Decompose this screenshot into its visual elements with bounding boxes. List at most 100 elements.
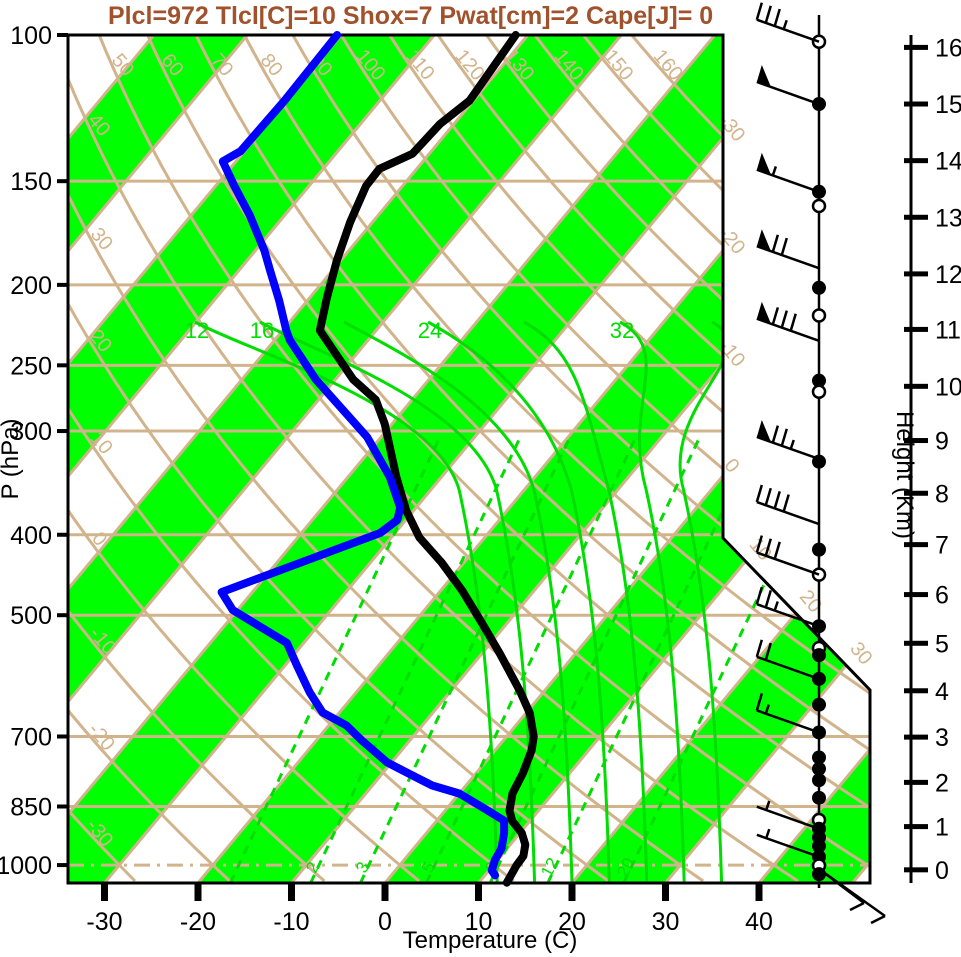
height-tick-label: 5 xyxy=(935,630,949,658)
height-tick xyxy=(904,214,928,220)
pressure-tick-label: 300 xyxy=(10,418,52,446)
isotherm xyxy=(68,35,342,883)
moist-adiabat xyxy=(619,320,686,883)
temperature-tick xyxy=(288,883,295,901)
pressure-tick xyxy=(57,179,68,184)
wind-dot-filled xyxy=(812,839,826,854)
dry-adiabat xyxy=(291,35,870,883)
pressure-tick xyxy=(57,613,68,618)
temperature-tick xyxy=(194,883,202,901)
temperature-tick-label: -10 xyxy=(273,908,309,936)
temperature-tick-label: 40 xyxy=(745,908,773,936)
temperature-tick-label: -20 xyxy=(180,908,216,936)
isotherm-edge-label: 30 xyxy=(845,638,876,669)
wind-barb-shaft xyxy=(756,18,820,43)
temperature-tick xyxy=(475,883,482,901)
wind-flag xyxy=(756,64,771,87)
wind-half-barb xyxy=(782,19,788,30)
wind-full-barb xyxy=(789,313,797,332)
dry-adiabat xyxy=(194,35,870,883)
isotherm xyxy=(664,35,870,883)
wind-half-barb xyxy=(773,601,779,611)
moist-adiabat-label: 24 xyxy=(418,318,442,343)
height-tick xyxy=(904,592,928,598)
temperature-tick-label: 30 xyxy=(652,908,680,936)
dry-adiabat xyxy=(68,35,421,883)
wind-barb-shaft xyxy=(756,655,820,681)
wind-full-barb xyxy=(755,2,764,21)
height-tick xyxy=(904,734,928,740)
temperature-tick-label: 0 xyxy=(378,908,392,936)
wind-dot-filled xyxy=(812,542,826,557)
height-tick-label: 14 xyxy=(935,148,961,176)
pressure-tick xyxy=(57,282,68,287)
wind-full-barb xyxy=(755,693,764,711)
height-tick-label: 11 xyxy=(935,316,961,344)
dry-adiabat xyxy=(97,35,870,883)
wind-half-barb xyxy=(771,166,778,176)
dry-adiabat xyxy=(68,35,799,883)
dry-adiabat xyxy=(68,35,326,883)
height-tick xyxy=(904,326,928,332)
height-tick xyxy=(904,438,928,444)
chart-title: Plcl=972 Tlcl[C]=10 Shox=7 Pwat[cm]=2 Ca… xyxy=(108,2,713,30)
wind-barb-shaft xyxy=(756,317,820,342)
height-tick xyxy=(904,640,928,646)
wind-half-barb xyxy=(765,828,771,839)
temperature-axis-title: Temperature (C) xyxy=(403,927,578,954)
height-tick xyxy=(904,490,928,496)
wind-dot-open xyxy=(811,198,827,214)
moist-adiabat-label: 12 xyxy=(185,318,209,343)
wind-flag xyxy=(756,301,771,324)
wind-dot-filled xyxy=(812,773,826,788)
wind-full-barb xyxy=(764,538,772,557)
dry-adiabat xyxy=(68,35,515,883)
dry-adiabat-lines xyxy=(68,35,870,883)
height-tick-label: 16 xyxy=(935,34,961,62)
wind-full-barb xyxy=(771,425,780,443)
temperature-curve xyxy=(315,31,538,887)
pressure-tick-label: 500 xyxy=(10,602,52,630)
mixing-ratio-line xyxy=(424,439,636,883)
pressure-tick xyxy=(57,734,68,739)
pressure-tick-label: 250 xyxy=(10,352,52,380)
wind-flag xyxy=(756,229,771,252)
pressure-tick xyxy=(57,804,68,809)
wind-full-barb xyxy=(764,642,772,661)
green-band xyxy=(572,35,870,883)
pressure-tick-label: 100 xyxy=(10,22,52,50)
pressure-tick-label: 1000 xyxy=(0,852,52,880)
wind-full-barb xyxy=(755,484,764,503)
mixing-ratio-line xyxy=(309,439,521,883)
wind-full-barb xyxy=(773,491,781,509)
pressure-axis: P (hPa) 100 150 200 250 300 400 500 700 850 1000 xyxy=(0,22,68,880)
height-tick-label: 4 xyxy=(935,678,949,706)
moist-adiabat xyxy=(523,320,649,883)
pressure-tick-label: 700 xyxy=(10,724,52,752)
temperature-tick xyxy=(755,883,763,901)
wind-full-barb xyxy=(780,428,788,447)
height-tick-label: 6 xyxy=(935,582,949,610)
wind-flag xyxy=(756,419,771,442)
pressure-tick xyxy=(57,429,68,434)
height-tick-label: 9 xyxy=(935,428,949,456)
wind-dot-filled xyxy=(812,750,826,765)
temperature-tick xyxy=(381,883,389,901)
wind-barb-shaft xyxy=(756,551,820,576)
height-tick-label: 2 xyxy=(935,769,949,797)
mixing-ratio-line xyxy=(488,439,700,883)
temperature-tick-label: 10 xyxy=(465,908,493,936)
height-tick-label: 13 xyxy=(935,204,961,232)
height-tick xyxy=(904,542,928,548)
wind-dot-filled xyxy=(812,697,826,712)
isotherm xyxy=(103,35,810,883)
wind-barb-shaft xyxy=(756,435,820,461)
wind-barb-shaft xyxy=(756,245,820,270)
moist-adiabat-label: 32 xyxy=(610,318,634,343)
wind-full-barb xyxy=(771,234,780,253)
height-tick xyxy=(904,44,928,50)
height-tick xyxy=(904,383,928,389)
dry-adiabat xyxy=(339,35,870,883)
